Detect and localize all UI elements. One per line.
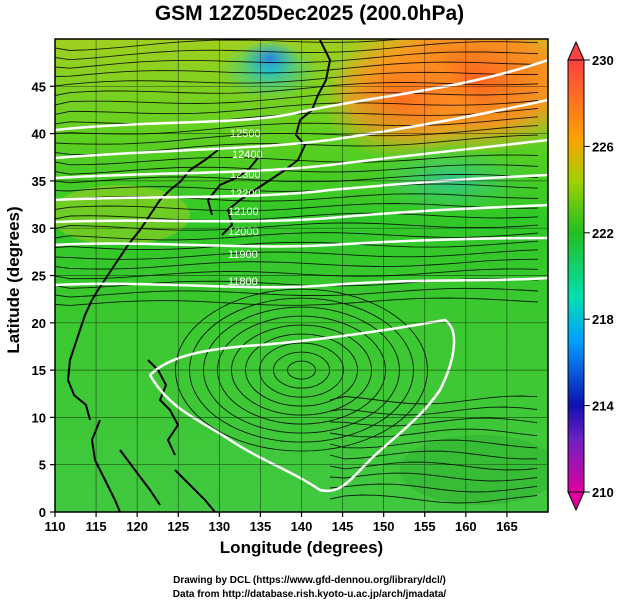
y-tick-label: 30 (32, 221, 46, 236)
x-tick-label: 110 (45, 519, 66, 534)
x-tick-label: 160 (455, 519, 477, 534)
streamline (329, 395, 538, 405)
streamline (55, 154, 539, 166)
streamline (329, 483, 538, 493)
streamline (55, 116, 539, 135)
streamline (55, 39, 407, 51)
contour-label: 12200 (230, 188, 261, 200)
streamline (329, 472, 538, 482)
heatmap-field: 12500 12400 12300 12200 12100 12000 11900 11800 (55, 39, 548, 512)
streamline (329, 406, 538, 416)
contour-label: 12100 (228, 206, 259, 218)
y-tick-label: 0 (39, 505, 46, 520)
streamline (329, 494, 538, 504)
credit-line-2: Data from http://database.rish.kyoto-u.a… (172, 589, 447, 600)
colorbar-tick-label: 222 (592, 226, 614, 241)
streamline (55, 268, 539, 280)
streamline (55, 240, 539, 251)
x-tick-label: 135 (250, 519, 272, 534)
streamline (55, 41, 539, 61)
colorbar-tick-label: 226 (592, 139, 614, 154)
x-tick-label: 165 (496, 519, 518, 534)
colorbar-tick-label: 214 (592, 399, 614, 414)
colorbar: 210 214 218 222 226 230 (567, 40, 614, 512)
streamline (55, 71, 539, 87)
contour-label: 11900 (228, 249, 258, 261)
streamline (55, 164, 539, 175)
streamline (329, 450, 538, 460)
y-tick-label: 20 (32, 316, 46, 331)
streamline (55, 212, 539, 221)
streamline (329, 428, 538, 438)
y-axis-title: Latitude (degrees) (4, 206, 23, 354)
streamline (55, 173, 539, 184)
streamline (55, 287, 539, 298)
y-tick-label: 45 (32, 79, 46, 94)
x-tick-label: 155 (414, 519, 436, 534)
x-tick-label: 145 (332, 519, 354, 534)
x-tick-label: 120 (126, 519, 148, 534)
colorbar-tick-label: 210 (592, 485, 614, 500)
contour-label: 11800 (228, 276, 258, 288)
x-tick-label: 140 (291, 519, 313, 534)
contour-label: 12500 (230, 128, 261, 140)
streamline (329, 417, 538, 427)
contour-label: 12000 (228, 226, 259, 238)
y-tick-label: 25 (32, 269, 46, 284)
x-tick-label: 115 (86, 519, 107, 534)
streamline (55, 297, 539, 306)
y-tick-label: 10 (32, 410, 46, 425)
x-tick-label: 130 (208, 519, 230, 534)
chart-title: GSM 12Z05Dec2025 (200.0hPa) (154, 2, 465, 25)
streamline (55, 100, 539, 115)
streamline (55, 91, 539, 106)
streamline (55, 193, 539, 202)
credit-line-1: Drawing by DCL (https://www.gfd-dennou.o… (173, 575, 446, 586)
streamline (55, 61, 539, 77)
streamline (55, 249, 539, 260)
colorbar-tick-label: 230 (592, 53, 614, 68)
streamline (55, 203, 539, 212)
streamline (55, 258, 539, 270)
y-tick-label: 35 (32, 174, 46, 189)
colorbar-tick-label: 218 (592, 312, 614, 327)
x-axis-title: Longitude (degrees) (219, 538, 384, 557)
streamline (55, 51, 539, 69)
y-tick-label: 5 (39, 458, 46, 473)
y-tick-label: 15 (32, 363, 46, 378)
streamline (329, 439, 538, 449)
contour-label: 12400 (232, 149, 263, 161)
streamline (55, 183, 539, 192)
x-tick-label: 125 (167, 519, 189, 534)
y-tick-label: 40 (32, 127, 46, 142)
x-tick-label: 150 (373, 519, 395, 534)
contour-label: 12300 (230, 169, 261, 181)
